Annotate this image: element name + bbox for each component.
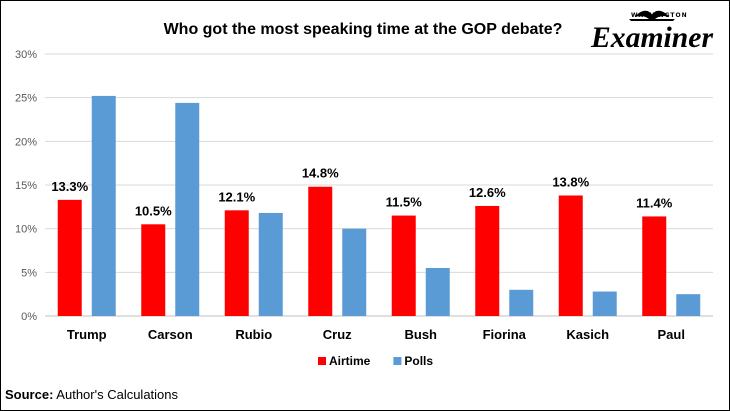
bar-airtime-bush <box>391 215 416 316</box>
x-tick-label: Paul <box>658 327 685 342</box>
x-axis: Trump Carson Rubio Cruz Bush Fiorina Kasich Pau… <box>67 327 685 342</box>
data-labels: 13.3% 10.5% 12.1% 14.8% 11.5% 12.6% 13.8% 11.4% <box>51 166 672 219</box>
x-tick-label: Kasich <box>566 327 609 342</box>
bar-polls-trump <box>91 95 116 316</box>
bar-airtime-carson <box>141 224 166 316</box>
bars <box>57 95 701 316</box>
chart-title: Who got the most speaking time at the GO… <box>164 21 563 38</box>
bar-polls-rubio <box>258 212 283 316</box>
examiner-logo: WASHINGTON Examiner <box>590 10 713 51</box>
bar-airtime-trump <box>57 199 82 316</box>
y-tick-label: 20% <box>15 136 37 148</box>
data-label: 13.3% <box>51 179 88 194</box>
source-text: Author's Calculations <box>53 387 179 402</box>
data-label: 13.8% <box>552 174 589 189</box>
data-label: 10.5% <box>135 203 172 218</box>
bar-polls-cruz <box>342 228 367 316</box>
legend: Airtime Polls <box>318 354 433 368</box>
legend-swatch-airtime <box>318 357 326 365</box>
x-tick-label: Rubio <box>235 327 272 342</box>
bar-airtime-cruz <box>308 186 333 316</box>
legend-label-airtime: Airtime <box>329 354 371 368</box>
bar-polls-paul <box>676 294 701 316</box>
data-label: 11.5% <box>386 195 423 210</box>
bar-polls-carson <box>175 102 200 316</box>
y-tick-label: 10% <box>15 224 37 236</box>
bar-airtime-paul <box>642 216 667 316</box>
x-tick-label: Trump <box>67 327 107 342</box>
bar-airtime-kasich <box>558 195 583 316</box>
x-tick-label: Fiorina <box>483 327 527 342</box>
bar-chart: Who got the most speaking time at the GO… <box>15 21 713 368</box>
x-tick-label: Cruz <box>323 327 352 342</box>
source-note: Source: Author's Calculations <box>5 387 178 402</box>
data-label: 14.8% <box>302 166 339 181</box>
bar-airtime-fiorina <box>475 205 500 316</box>
bar-polls-fiorina <box>509 289 534 316</box>
y-tick-label: 15% <box>15 180 37 192</box>
source-label: Source: <box>5 387 54 402</box>
x-tick-label: Bush <box>405 327 438 342</box>
data-label: 12.6% <box>469 185 506 200</box>
y-tick-label: 0% <box>21 311 37 323</box>
eagle-icon <box>629 10 675 21</box>
bar-polls-bush <box>425 267 450 316</box>
y-axis: 0% 5% 10% 15% 20% 25% 30% <box>15 49 37 323</box>
bar-polls-kasich <box>592 291 617 316</box>
y-tick-label: 5% <box>21 267 37 279</box>
x-tick-label: Carson <box>148 327 193 342</box>
legend-label-polls: Polls <box>404 354 433 368</box>
bar-airtime-rubio <box>224 210 249 316</box>
y-tick-label: 25% <box>15 93 37 105</box>
y-tick-label: 30% <box>15 49 37 61</box>
logo-wordmark: Examiner <box>590 21 713 51</box>
data-label: 12.1% <box>218 189 255 204</box>
logo-small-text: WASHINGTON <box>631 12 688 19</box>
data-label: 11.4% <box>636 195 673 210</box>
legend-swatch-polls <box>393 357 402 365</box>
